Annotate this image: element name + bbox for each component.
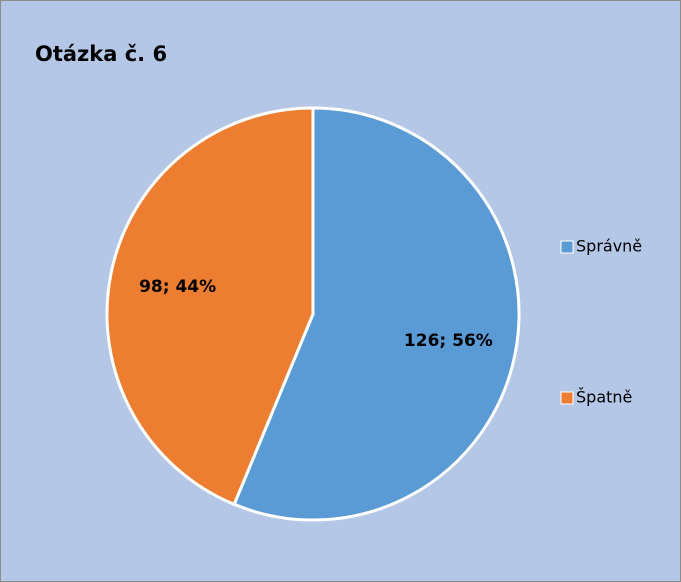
- chart-title: Otázka č. 6: [35, 42, 167, 66]
- legend-swatch: [560, 240, 574, 254]
- legend-swatch: [560, 391, 574, 405]
- data-label: 126; 56%: [404, 331, 493, 351]
- pie-slice: [232, 106, 521, 522]
- data-label: 98; 44%: [139, 277, 216, 297]
- legend-label: Správně: [576, 237, 642, 256]
- legend-label: Špatně: [576, 388, 632, 407]
- pie-slice: [105, 106, 315, 506]
